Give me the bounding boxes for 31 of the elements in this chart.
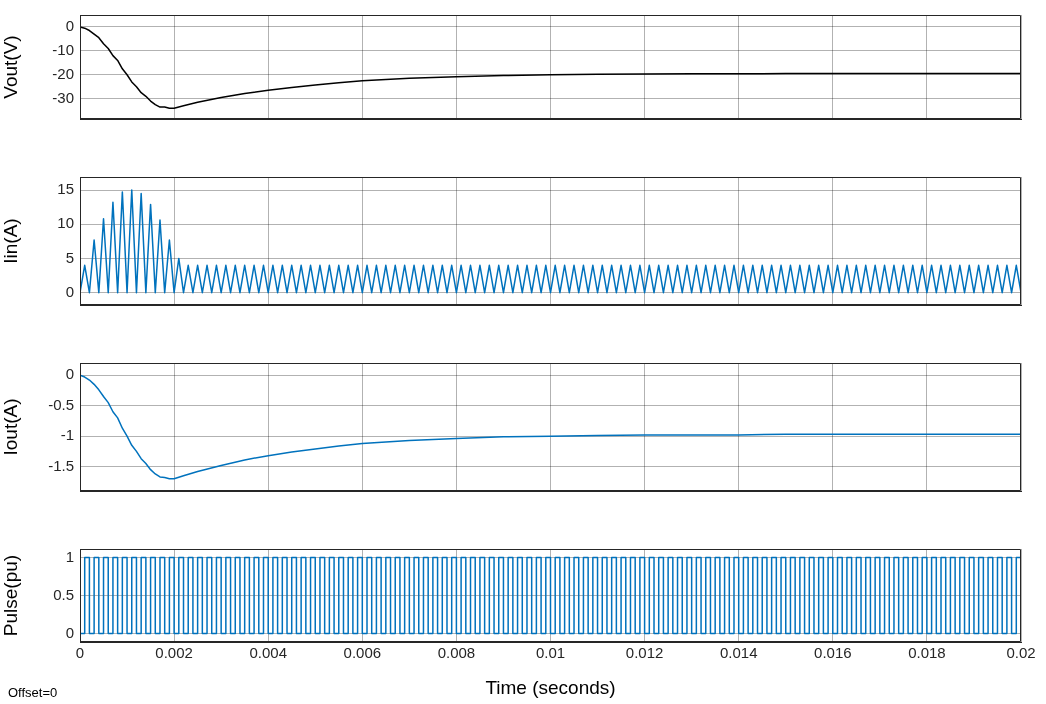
y-tick-label: -1: [60, 426, 74, 444]
x-tick-label: 0.018: [908, 644, 946, 662]
y-tick-label: 15: [57, 180, 74, 198]
x-tick-label: 0.004: [249, 644, 287, 662]
y-tick-label: 10: [57, 214, 74, 232]
y-axis-title: Iout(A): [0, 398, 21, 456]
text: Offset=0: [8, 685, 58, 700]
y-tick-label: 0: [65, 623, 74, 641]
y-tick-label: 0: [65, 282, 74, 300]
y-axis-title: Pulse(pu): [0, 554, 21, 637]
x-tick-label: 0.012: [625, 644, 664, 662]
y-tick-label: -20: [52, 64, 74, 82]
y-tick-label: -10: [52, 41, 74, 58]
x-axis-title: Time (seconds): [485, 676, 616, 698]
x-tick-label: 0.016: [814, 644, 852, 662]
y-tick-label: -0.5: [48, 395, 74, 413]
x-tick-label: 0.002: [155, 644, 193, 662]
x-tick-label: 0.02: [1006, 644, 1036, 662]
x-tick-label: 0.008: [437, 644, 476, 662]
y-tick-label: -30: [52, 88, 74, 106]
y-tick-label: 5: [65, 248, 74, 266]
y-tick-label: -1.5: [48, 456, 74, 474]
x-tick-label: 0.006: [343, 644, 382, 662]
x-tick-label: 0.014: [719, 644, 758, 662]
y-tick-label: 1: [65, 547, 74, 565]
y-axis-title: Vout(V): [0, 35, 21, 99]
y-axis-title: Iin(A): [0, 218, 21, 264]
y-tick-label: 0.5: [53, 585, 74, 603]
y-tick-label: 0: [65, 365, 74, 383]
y-tick-label: 0: [65, 17, 74, 35]
x-tick-label: 0.01: [535, 644, 566, 662]
